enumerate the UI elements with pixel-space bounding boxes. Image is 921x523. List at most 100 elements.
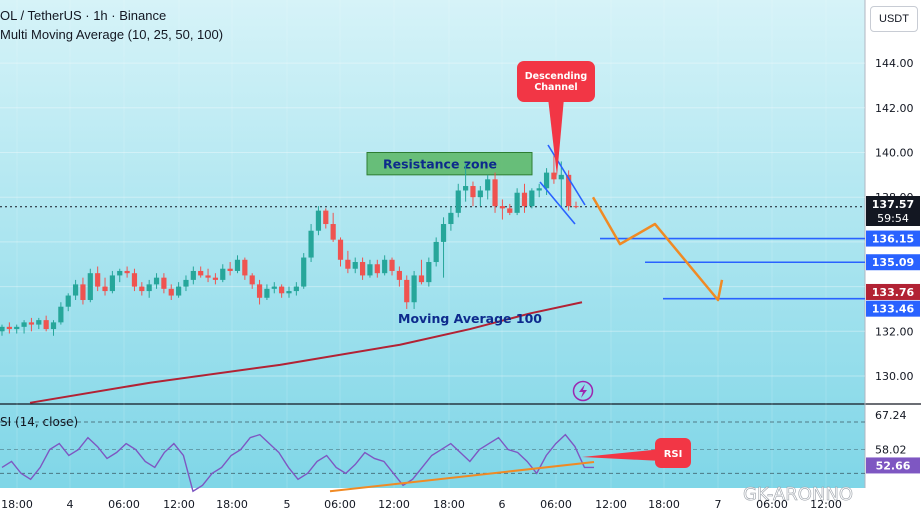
candle-body [470,186,476,198]
candle [50,320,57,336]
candle-body [315,210,322,231]
candle-body [463,186,469,191]
candle [109,270,115,294]
lightning-icon [572,380,594,402]
resistance-zone-label: Resistance zone [383,157,497,172]
candle [529,188,535,209]
candle-body [426,262,432,283]
candle [426,257,432,287]
candle [0,324,5,336]
descending-channel-lines [539,144,586,225]
candle-body [50,322,57,330]
candle [440,217,447,278]
rsi-callout-pointer [582,449,662,461]
time-tick-label: 18:00 [433,498,465,511]
candle-body [168,288,174,296]
rsi-label: SI (14, close) [0,415,78,429]
candle [492,172,498,213]
candle-body [293,286,299,292]
candle [536,183,542,198]
candle-body [411,275,417,303]
candle-body [190,270,196,280]
candle-body [220,268,226,280]
descending-callout-box [517,61,595,102]
candle-body [382,259,388,274]
level-badge-2 [866,254,920,271]
plot-background [0,0,865,488]
candle [315,206,322,236]
candle-body [249,275,255,285]
rsi-callout-label: RSI [664,449,683,460]
current-price-badge [866,196,920,226]
candle [396,266,402,287]
candle-body [227,268,233,271]
candle-body [433,241,439,263]
time-tick-label: 7 [715,498,722,511]
candle [264,284,270,301]
candle [87,268,93,303]
candle [359,257,366,280]
moving-average-label: Moving Average 100 [398,311,542,326]
candle-body [374,264,380,274]
candle [514,188,520,216]
candle-body [6,326,12,330]
candle-body [36,320,42,325]
candle [139,282,145,296]
candle-body [205,275,211,278]
candles [0,154,579,336]
candle [389,257,395,276]
time-tick-label: 06:00 [756,498,788,511]
candle [477,186,483,207]
candle [6,322,12,334]
candle [293,282,299,296]
candle [448,206,454,231]
candle-body [65,295,71,307]
candle [286,286,292,298]
level-badge-4-text: 133.46 [872,303,915,316]
candle [279,284,285,298]
time-tick-label: 06:00 [324,498,356,511]
currency-button[interactable]: USDT [870,6,918,32]
time-tick-label: 12:00 [595,498,627,511]
candle-body [440,224,447,242]
candle [470,181,476,207]
candle-body [551,172,557,180]
candle [507,203,513,216]
candle-body [21,322,27,327]
candle-body [529,190,535,207]
candle [573,201,579,209]
candle-body [286,291,292,294]
candle [330,212,336,242]
candle [14,324,20,334]
candle-body [573,206,579,208]
candle-body [0,326,5,332]
projection-path [591,196,724,302]
candle-body [323,210,329,225]
candle [337,237,344,267]
candle-body [264,288,270,298]
candle-body [146,284,152,292]
time-tick-label: 12:00 [810,498,842,511]
candle [499,199,506,220]
candle-body [14,326,20,330]
candle-body [183,279,189,287]
candle [404,275,410,309]
candle-body [536,188,542,191]
candle [256,279,263,305]
candle [131,268,138,292]
candle-body [212,277,219,280]
candle-body [485,179,491,191]
descending-callout-pointer [548,98,564,176]
candle-body [28,322,35,325]
candle [367,259,373,278]
candle-body [337,239,344,260]
candle-body [161,277,167,289]
time-axis-background [0,488,865,518]
rsi-pane: SI (14, close) [0,415,865,493]
candle [80,277,86,305]
countdown-text: 59:54 [877,212,909,225]
candle-body [301,257,307,287]
candle [433,237,439,267]
